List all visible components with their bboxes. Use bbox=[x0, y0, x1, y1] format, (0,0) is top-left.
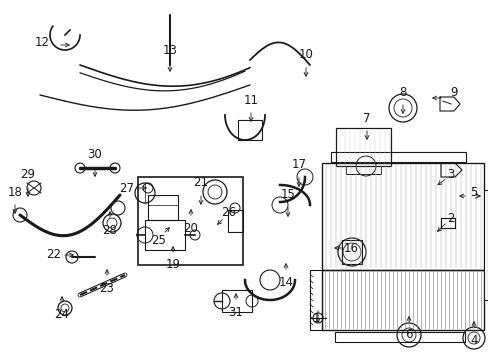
Text: 22: 22 bbox=[46, 248, 61, 261]
Text: 4: 4 bbox=[469, 333, 477, 346]
Bar bbox=[145, 220, 184, 250]
Text: 20: 20 bbox=[183, 221, 198, 234]
Text: 9: 9 bbox=[449, 85, 457, 99]
Text: 6: 6 bbox=[405, 328, 412, 342]
Text: 23: 23 bbox=[100, 282, 114, 294]
Text: 30: 30 bbox=[87, 148, 102, 162]
Text: 21: 21 bbox=[193, 176, 208, 189]
Bar bbox=[483, 190, 488, 300]
Text: 15: 15 bbox=[280, 189, 295, 202]
Bar bbox=[346, 166, 380, 174]
Text: 10: 10 bbox=[298, 49, 313, 62]
Text: 3: 3 bbox=[447, 168, 454, 181]
Bar bbox=[335, 128, 390, 166]
Bar bbox=[222, 290, 251, 312]
Text: 27: 27 bbox=[119, 181, 134, 194]
Text: 13: 13 bbox=[162, 44, 177, 57]
Bar bbox=[138, 177, 243, 265]
Bar bbox=[334, 332, 464, 342]
Text: 26: 26 bbox=[221, 207, 236, 220]
Text: 29: 29 bbox=[20, 168, 36, 181]
Bar bbox=[330, 152, 465, 162]
Text: 12: 12 bbox=[35, 36, 49, 49]
Text: 7: 7 bbox=[363, 112, 370, 125]
Bar bbox=[148, 195, 178, 220]
Text: 17: 17 bbox=[291, 158, 306, 171]
Text: 5: 5 bbox=[469, 186, 477, 199]
Text: 24: 24 bbox=[54, 309, 69, 321]
Text: 8: 8 bbox=[399, 85, 406, 99]
Text: 14: 14 bbox=[278, 275, 293, 288]
Text: 2: 2 bbox=[447, 211, 454, 225]
Bar bbox=[321, 270, 483, 330]
Bar bbox=[341, 240, 361, 264]
Bar bbox=[309, 270, 321, 330]
Text: 1: 1 bbox=[312, 311, 319, 324]
Bar bbox=[321, 163, 483, 270]
Text: 18: 18 bbox=[7, 185, 22, 198]
Text: 28: 28 bbox=[102, 224, 117, 237]
Bar bbox=[227, 210, 243, 232]
Text: 25: 25 bbox=[151, 234, 166, 247]
Text: 19: 19 bbox=[165, 258, 180, 271]
Text: 11: 11 bbox=[243, 94, 258, 107]
Text: 31: 31 bbox=[228, 306, 243, 319]
Bar bbox=[238, 120, 262, 140]
Text: 16: 16 bbox=[343, 242, 358, 255]
